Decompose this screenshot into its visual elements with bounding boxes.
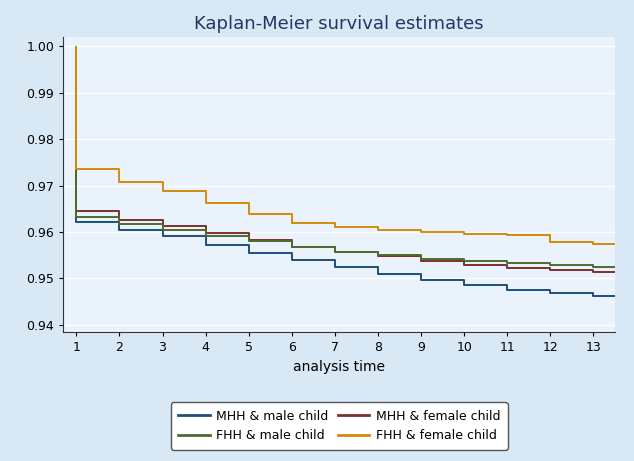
Legend: MHH & male child, FHH & male child, MHH & female child, FHH & female child: MHH & male child, FHH & male child, MHH … <box>171 402 508 449</box>
X-axis label: analysis time: analysis time <box>293 360 385 373</box>
Title: Kaplan-Meier survival estimates: Kaplan-Meier survival estimates <box>195 15 484 33</box>
